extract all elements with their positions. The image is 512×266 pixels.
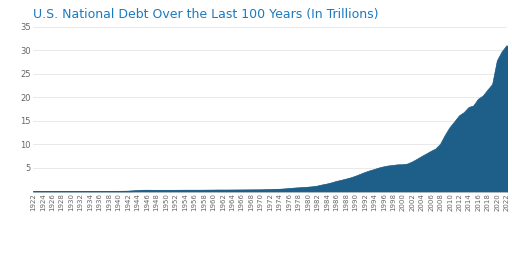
Text: U.S. National Debt Over the Last 100 Years (In Trillions): U.S. National Debt Over the Last 100 Yea… — [33, 8, 379, 21]
